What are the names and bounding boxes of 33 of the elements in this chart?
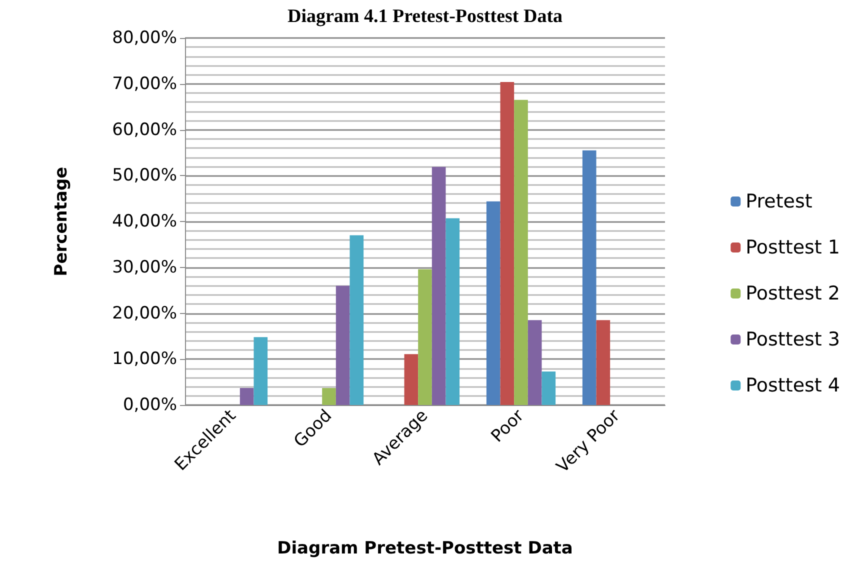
legend-label: Posttest 2 [746,282,840,304]
y-tick-label: 40,00% [112,212,177,232]
bar [336,286,350,405]
legend-label: Pretest [746,190,812,212]
chart-title: Diagram 4.1 Pretest-Posttest Data [287,6,564,27]
x-axis-title: Diagram Pretest-Posttest Data [277,538,573,558]
bar [322,388,336,405]
bar [404,354,418,405]
bar [582,150,596,405]
y-tick-label: 20,00% [112,303,177,324]
bar [254,337,268,405]
bar [596,320,610,405]
legend-label: Posttest 1 [746,236,840,258]
bar [432,166,446,405]
bar [542,372,556,405]
y-tick-label: 70,00% [112,74,177,94]
bar [528,320,542,405]
y-tick-label: 50,00% [112,166,177,186]
bar [500,82,514,405]
bar [486,201,500,405]
bar [350,235,364,405]
bar [418,269,432,405]
y-tick-label: 80,00% [112,28,177,48]
legend-label: Posttest 4 [746,374,840,396]
y-axis-title: Percentage [52,166,72,276]
bar [240,388,254,405]
y-tick-label: 60,00% [112,120,177,140]
y-tick-label: 30,00% [112,257,177,278]
y-tick-label: 0,00% [122,395,177,415]
bar [514,100,528,405]
bar [446,218,460,405]
y-tick-label: 10,00% [112,349,177,370]
legend-label: Posttest 3 [746,328,840,350]
